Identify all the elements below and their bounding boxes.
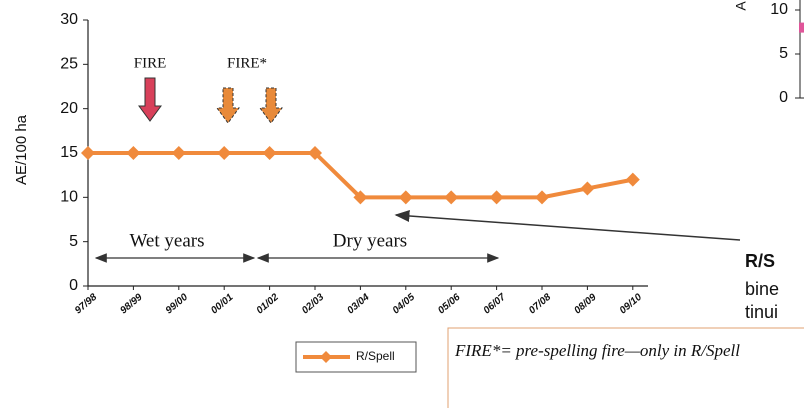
y-tick-label: 15	[60, 144, 78, 161]
annotation: FIRE*	[227, 55, 267, 71]
y-tick-label: 5	[69, 233, 78, 250]
y-tick-label: 0	[779, 89, 788, 106]
point	[217, 146, 232, 160]
point	[262, 146, 277, 160]
point	[126, 146, 141, 160]
fire-star-arrow	[259, 87, 283, 124]
point	[580, 181, 595, 196]
y-axis-label: A	[733, 1, 749, 11]
point	[535, 190, 549, 205]
point	[353, 190, 368, 205]
x-tick-label: 98/99	[118, 292, 145, 317]
x-tick-label: 01/02	[255, 292, 282, 317]
annotation: Dry years	[333, 230, 407, 251]
y-axis-label: AE/100 ha	[13, 114, 30, 185]
legend-marker	[320, 351, 332, 363]
point	[81, 146, 95, 160]
point	[444, 190, 459, 205]
x-tick-label: 97/98	[73, 292, 100, 317]
point	[625, 172, 640, 187]
y-tick-label: 10	[60, 189, 78, 206]
x-tick-label: 07/08	[527, 292, 554, 317]
point	[171, 146, 186, 160]
x-tick-label: 06/07	[482, 292, 509, 317]
x-tick-label: 09/10	[618, 292, 645, 317]
x-tick-label: 02/03	[300, 292, 327, 317]
point	[308, 146, 322, 160]
x-tick-label: 99/00	[164, 292, 191, 317]
x-tick-label: 08/09	[572, 292, 599, 317]
x-tick-label: 03/04	[345, 292, 372, 317]
annotation: Wet years	[130, 230, 205, 251]
fire-arrow	[138, 77, 162, 122]
cropped-text: R/S	[745, 251, 775, 271]
point	[489, 190, 504, 205]
legend-label: R/Spell	[356, 349, 395, 363]
point	[398, 190, 413, 205]
point	[799, 22, 804, 33]
y-tick-label: 10	[770, 1, 788, 18]
x-tick-label: 00/01	[209, 292, 236, 317]
y-tick-label: 20	[60, 100, 78, 117]
y-tick-label: 5	[779, 45, 788, 62]
pointer-arrow	[394, 209, 741, 241]
annotation: FIRE	[134, 55, 167, 71]
fire-star-arrow	[216, 87, 240, 124]
x-tick-label: 04/05	[391, 292, 418, 317]
cropped-text: bine	[745, 279, 779, 299]
cropped-text: tinui	[745, 302, 778, 322]
x-tick-label: 05/06	[436, 292, 463, 317]
footnote-box	[447, 327, 804, 408]
y-tick-label: 0	[69, 277, 78, 294]
footnote: FIRE*= pre-spelling fire—only in R/Spell	[454, 341, 740, 360]
y-tick-label: 30	[60, 11, 78, 28]
y-tick-label: 25	[60, 56, 78, 73]
